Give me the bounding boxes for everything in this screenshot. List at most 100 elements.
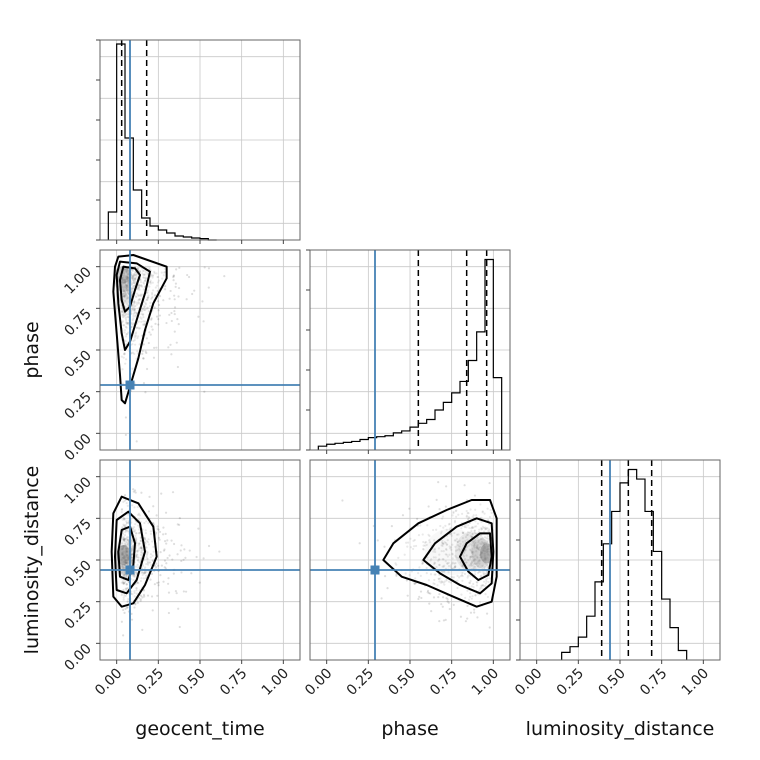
scatter-point <box>406 545 409 548</box>
scatter-point <box>441 539 444 542</box>
scatter-point <box>134 534 137 537</box>
scatter-point <box>138 514 141 517</box>
scatter-point <box>127 286 130 289</box>
scatter-point <box>475 532 478 535</box>
scatter-point <box>121 553 124 556</box>
scatter-point <box>131 318 134 322</box>
scatter-point <box>452 567 455 570</box>
scatter-point <box>162 549 166 552</box>
scatter-point <box>135 589 138 592</box>
scatter-point <box>124 607 127 610</box>
scatter-point <box>481 564 484 568</box>
scatter-point <box>458 539 461 542</box>
scatter-point <box>469 557 472 560</box>
scatter-point <box>470 562 473 565</box>
scatter-point <box>139 279 142 282</box>
scatter-point <box>444 560 447 563</box>
scatter-point <box>482 545 485 548</box>
scatter-point <box>148 305 152 308</box>
scatter-point <box>155 272 158 275</box>
scatter-point <box>483 542 486 545</box>
scatter-point <box>172 279 175 282</box>
scatter-point <box>166 556 169 560</box>
scatter-point <box>125 521 128 524</box>
scatter-point <box>133 606 136 609</box>
scatter-point <box>142 571 145 575</box>
scatter-point <box>123 352 126 355</box>
scatter-point <box>476 546 479 549</box>
scatter-point <box>149 279 152 282</box>
scatter-point <box>163 267 166 270</box>
scatter-point <box>175 592 178 595</box>
scatter-point <box>163 566 166 569</box>
scatter-point <box>475 562 478 565</box>
scatter-point <box>485 527 488 530</box>
scatter-point <box>462 555 466 558</box>
scatter-point <box>441 605 444 608</box>
scatter-point <box>134 274 137 277</box>
scatter-point <box>124 358 128 361</box>
scatter-point <box>124 558 127 561</box>
scatter-point <box>433 573 436 576</box>
scatter-point <box>130 276 133 279</box>
scatter-point <box>138 283 141 287</box>
scatter-point <box>136 550 139 553</box>
scatter-point <box>134 334 138 338</box>
scatter-point <box>125 520 128 523</box>
scatter-point <box>448 607 451 611</box>
scatter-point <box>125 270 128 274</box>
scatter-point <box>123 517 126 521</box>
scatter-point <box>172 275 175 279</box>
scatter-point <box>484 528 487 531</box>
scatter-point <box>474 594 477 597</box>
scatter-point <box>125 288 128 291</box>
scatter-point <box>134 282 137 285</box>
scatter-point <box>438 592 441 596</box>
scatter-point <box>145 337 148 340</box>
scatter-point <box>416 517 419 520</box>
density-layer <box>341 481 498 629</box>
scatter-point <box>485 541 488 544</box>
scatter-point <box>124 313 127 316</box>
scatter-point <box>124 292 128 296</box>
scatter-point <box>465 515 468 518</box>
x-tick-label: 0.50 <box>175 666 208 699</box>
scatter-point <box>125 332 129 336</box>
scatter-point <box>484 549 487 553</box>
scatter-point <box>442 565 445 568</box>
scatter-point <box>430 610 433 613</box>
scatter-point <box>405 541 408 544</box>
scatter-point <box>468 595 472 598</box>
scatter-point <box>463 526 467 529</box>
scatter-point <box>459 545 462 548</box>
scatter-point <box>143 273 146 276</box>
scatter-point <box>454 565 457 568</box>
scatter-point <box>449 527 452 530</box>
scatter-point <box>123 353 126 356</box>
scatter-point <box>483 552 486 555</box>
scatter-point <box>125 583 128 586</box>
scatter-point <box>448 553 451 556</box>
scatter-point <box>122 598 125 601</box>
scatter-point <box>122 546 125 549</box>
scatter-point <box>380 597 383 600</box>
scatter-point <box>451 514 454 517</box>
scatter-point <box>134 331 138 334</box>
scatter-point <box>164 511 168 514</box>
scatter-point <box>169 343 172 346</box>
scatter-point <box>126 289 129 292</box>
scatter-point <box>455 537 458 541</box>
scatter-point <box>143 305 146 308</box>
scatter-point <box>479 553 483 556</box>
scatter-point <box>485 537 488 540</box>
scatter-point <box>146 296 149 299</box>
scatter-point <box>465 534 468 537</box>
scatter-point <box>153 306 156 309</box>
scatter-point <box>460 593 463 596</box>
scatter-point <box>123 563 126 566</box>
scatter-point <box>120 553 124 556</box>
scatter-point <box>486 564 489 567</box>
scatter-point <box>401 514 405 517</box>
scatter-point <box>405 579 408 582</box>
scatter-point <box>175 341 178 344</box>
